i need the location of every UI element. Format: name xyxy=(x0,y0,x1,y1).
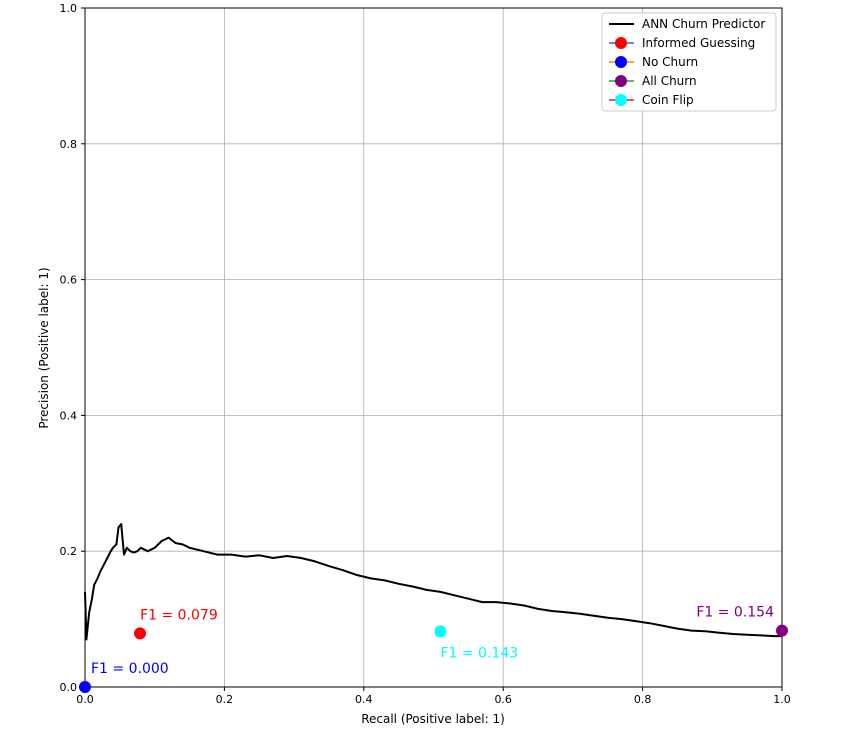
legend-items: ANN Churn Predictor Informed Guessing No C… xyxy=(609,17,765,107)
annotation-layer: F1 = 0.079 F1 = 0.000 F1 = 0.154 F1 = 0.143 xyxy=(91,605,774,677)
axis-ticks: 0.0 0.2 0.4 0.6 0.8 1.0 0.0 0.2 0.4 0.6 0.8 1.0 xyxy=(60,2,791,706)
x-tick-label: 0.6 xyxy=(494,693,512,706)
x-tick-label: 0.8 xyxy=(634,693,652,706)
legend-swatch-coin-flip xyxy=(615,94,627,106)
annotation-all-churn: F1 = 0.154 xyxy=(696,605,774,621)
legend-swatch-no-churn xyxy=(615,56,627,68)
marker-no-churn xyxy=(79,681,91,693)
x-tick-label: 1.0 xyxy=(773,693,791,706)
marker-layer xyxy=(79,624,788,693)
legend-label-coin-flip: Coin Flip xyxy=(642,93,694,107)
annotation-coin-flip: F1 = 0.143 xyxy=(440,645,518,661)
legend-swatch-all-churn xyxy=(615,75,627,87)
legend-label-no-churn: No Churn xyxy=(642,55,698,69)
y-tick-label: 0.4 xyxy=(60,409,78,422)
series-line-ann-churn-predictor xyxy=(84,523,782,641)
marker-all-churn xyxy=(776,624,788,637)
legend-label-all-churn: All Churn xyxy=(642,74,697,88)
y-tick-label: 1.0 xyxy=(60,2,78,15)
legend-label-ann-churn-predictor: ANN Churn Predictor xyxy=(642,17,765,31)
y-axis-label: Precision (Positive label: 1) xyxy=(37,267,51,428)
x-tick-label: 0.2 xyxy=(216,693,234,706)
legend: ANN Churn Predictor Informed Guessing No C… xyxy=(601,12,777,112)
y-tick-label: 0.0 xyxy=(60,681,78,694)
annotation-informed-guessing: F1 = 0.079 xyxy=(140,607,218,623)
x-tick-label: 0.0 xyxy=(76,693,94,706)
x-tick-label: 0.4 xyxy=(355,693,373,706)
plot-frame xyxy=(84,7,783,688)
x-axis-label: Recall (Positive label: 1) xyxy=(361,712,505,726)
y-tick-label: 0.8 xyxy=(60,138,78,151)
y-tick-label: 0.6 xyxy=(60,274,78,287)
legend-box xyxy=(601,12,777,112)
legend-label-informed-guessing: Informed Guessing xyxy=(642,36,755,50)
annotation-no-churn: F1 = 0.000 xyxy=(91,661,169,677)
marker-coin-flip xyxy=(434,625,447,638)
legend-swatch-informed-guessing xyxy=(615,37,627,49)
series-layer xyxy=(84,523,782,641)
y-tick-label: 0.2 xyxy=(60,545,78,558)
marker-informed-guessing xyxy=(134,627,147,640)
